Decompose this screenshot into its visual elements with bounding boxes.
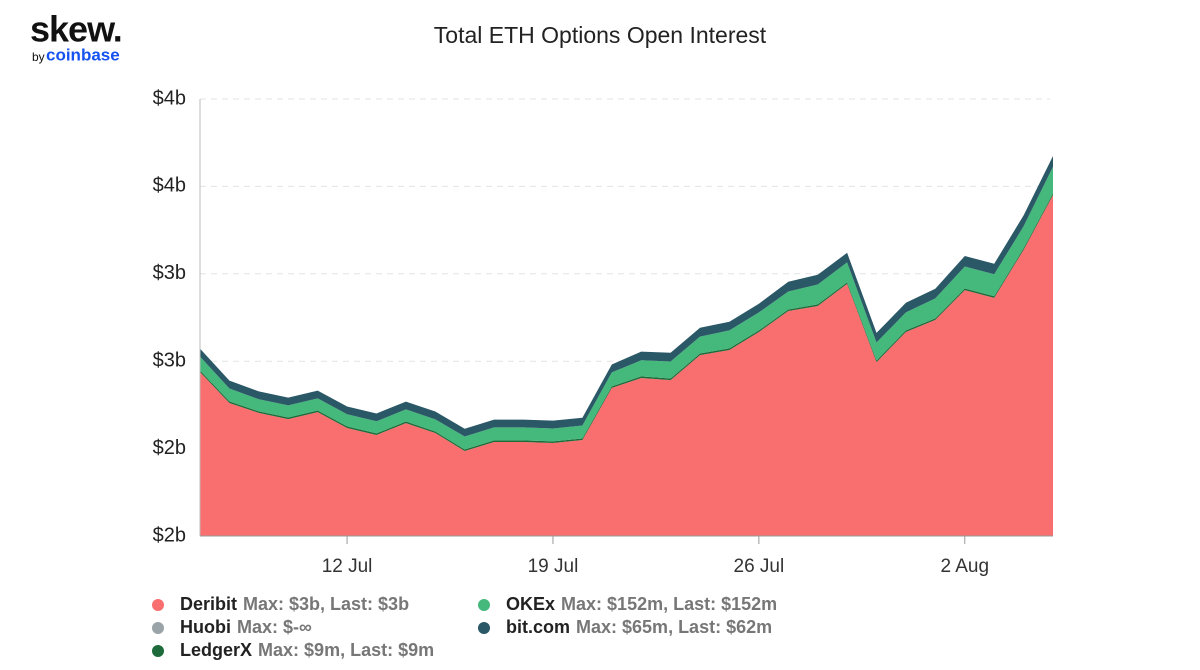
legend-name[interactable]: Huobi (180, 617, 231, 637)
legend-marker[interactable] (152, 645, 164, 657)
y-tick-label: $2b (153, 437, 186, 459)
logo-byline: by (32, 50, 45, 64)
logo-company: coinbase (46, 45, 120, 64)
legend-marker[interactable] (152, 599, 164, 611)
legend-name[interactable]: LedgerX (180, 640, 252, 660)
area-0 (200, 195, 1053, 536)
legend-marker[interactable] (478, 622, 490, 634)
legend-stats: Max: $152m, Last: $152m (561, 594, 777, 614)
x-tick-label: 26 Jul (734, 556, 785, 577)
logo-brand: skew. (30, 9, 122, 50)
y-tick-label: $4b (153, 175, 186, 197)
legend-marker[interactable] (478, 599, 490, 611)
x-tick-label: 19 Jul (528, 556, 579, 577)
legend-name[interactable]: Deribit (180, 594, 237, 614)
y-tick-label: $3b (153, 349, 186, 371)
legend-stats: Max: $65m, Last: $62m (576, 617, 772, 637)
legend-name[interactable]: OKEx (506, 594, 555, 614)
legend-stats: Max: $-∞ (237, 617, 312, 637)
y-tick-label: $2b (153, 524, 186, 546)
legend-name[interactable]: bit.com (506, 617, 570, 637)
y-tick-label: $3b (153, 262, 186, 284)
y-tick-label: $4b (153, 87, 186, 109)
chart-title: Total ETH Options Open Interest (434, 22, 767, 48)
legend-marker[interactable] (152, 622, 164, 634)
x-tick-label: 2 Aug (940, 556, 989, 577)
legend-stats: Max: $3b, Last: $3b (243, 594, 409, 614)
legend-stats: Max: $9m, Last: $9m (258, 640, 434, 660)
x-tick-label: 12 Jul (322, 556, 373, 577)
